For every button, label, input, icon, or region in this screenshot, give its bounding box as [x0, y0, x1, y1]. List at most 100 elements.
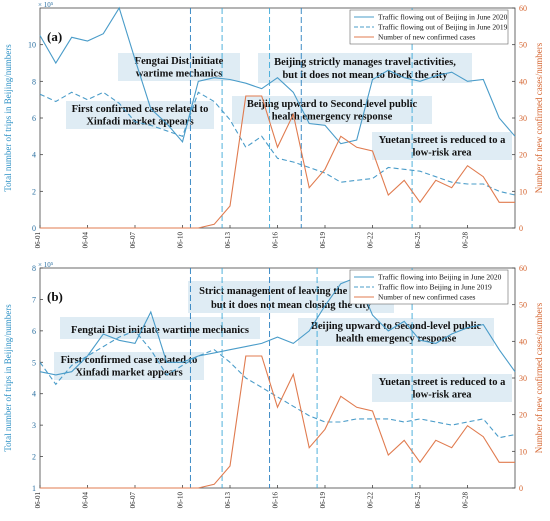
y-tick-label: 2	[32, 187, 36, 196]
annotation-text: Xinfadi market appears	[86, 116, 193, 127]
x-tick-label: 06-10	[177, 492, 185, 509]
y-right-tick-label: 10	[519, 447, 527, 456]
y-right-tick-label: 20	[519, 411, 527, 420]
annotation-box	[258, 53, 472, 83]
legend: Traffic flowing out of Beijing in June 2…	[349, 9, 509, 45]
y-right-tick-label: 10	[519, 187, 527, 196]
annotation-box	[118, 53, 240, 81]
annotation-text: First confirmed case related to	[61, 355, 198, 366]
y-tick-label: 6	[32, 327, 36, 336]
annotation-text: Xinfadi market appears	[75, 367, 182, 378]
series-line	[39, 276, 516, 376]
annotation-text: but it does not mean to block the city	[282, 70, 448, 81]
annotation-text: Fengtai Dist initiate	[135, 56, 224, 67]
y-right-tick-label: 20	[519, 151, 527, 160]
y-tick-label: 2	[32, 453, 36, 462]
annotation-text: but it does not mean closing the city	[211, 300, 372, 311]
legend-box	[349, 9, 509, 45]
annotation-text: wartime mechanics	[136, 68, 223, 79]
x-tick-label: 06-01	[34, 232, 42, 249]
y-tick-label: 0	[32, 224, 36, 233]
annotation-text: low-risk area	[412, 389, 472, 400]
y-right-tick-label: 40	[519, 77, 527, 86]
y-axis-title: Total number of trips in Beijing/numbers	[3, 304, 13, 452]
x-tick-label: 06-01	[34, 492, 42, 509]
annotation-text: health emergency response	[336, 333, 457, 344]
annotation-text: Strict management of leaving the capital…	[199, 286, 383, 297]
x-tick-label: 06-16	[272, 492, 280, 509]
y-tick-label: 3	[32, 421, 36, 430]
series-line	[39, 6, 516, 145]
x-tick-label: 06-19	[319, 232, 327, 249]
y-tick-label: 7	[32, 295, 36, 304]
annotation-box	[372, 374, 512, 402]
x-tick-label: 06-25	[414, 232, 422, 249]
y-tick-label: 1	[32, 484, 36, 493]
series-line	[39, 91, 516, 196]
x-tick-label: 06-13	[224, 492, 232, 509]
legend-entry: Traffic flowing into Beijing in June 202…	[378, 273, 502, 282]
y-right-tick-label: 40	[519, 337, 527, 346]
y-tick-label: 4	[32, 151, 36, 160]
y-right-tick-label: 30	[519, 374, 527, 383]
legend-entry: Traffic flow into Beijing in June 2019	[378, 283, 492, 292]
y-tick-label: 6	[32, 114, 36, 123]
annotation-text: low-risk area	[412, 147, 472, 158]
y-right-tick-label: 50	[519, 301, 527, 310]
x-tick-label: 06-13	[224, 232, 232, 249]
y-tick-label: 5	[32, 358, 36, 367]
y-right-axis-title: Number of new confirmed cases/numbers	[534, 302, 544, 453]
annotation-box	[60, 317, 260, 339]
annotation-box	[298, 318, 494, 346]
annotation-text: Beijing strictly manages travel activiti…	[274, 57, 456, 68]
y-right-tick-label: 60	[519, 264, 527, 273]
legend-entry: Number of new confirmed cases	[378, 293, 476, 302]
x-tick-label: 06-25	[414, 492, 422, 509]
legend-box	[349, 269, 509, 305]
x-tick-label: 06-22	[367, 492, 375, 509]
series-line	[40, 95, 515, 229]
series-line	[39, 330, 516, 439]
y-exponent-label: × 10⁵	[38, 261, 54, 269]
annotation-text: Beijing upward to Second-level public	[247, 99, 418, 110]
y-axis-title: Total number of trips in Beijing/numbers	[3, 44, 13, 192]
series-line	[40, 355, 515, 489]
y-tick-label: 8	[32, 77, 36, 86]
annotation-text: Yuetan street is reduced to a	[379, 135, 506, 146]
chart-panel: Strict management of leaving the capital…	[3, 261, 544, 508]
x-tick-label: 06-28	[462, 492, 470, 509]
x-tick-label: 06-28	[462, 232, 470, 249]
annotation: Beijing upward to Second-level publichea…	[298, 318, 494, 346]
annotation: Beijing strictly manages travel activiti…	[258, 53, 472, 83]
x-tick-label: 06-22	[367, 232, 375, 249]
x-tick-label: 06-04	[82, 492, 90, 509]
x-tick-label: 06-07	[129, 492, 137, 509]
panel-label: (a)	[47, 29, 62, 44]
annotation-text: First confirmed case related to	[72, 104, 209, 115]
annotation-box	[232, 96, 432, 124]
x-tick-label: 06-07	[129, 232, 137, 249]
y-right-tick-label: 50	[519, 41, 527, 50]
annotation: Beijing upward to Second-level publichea…	[232, 96, 432, 124]
y-right-tick-label: 30	[519, 114, 527, 123]
y-right-axis-title: Number of new confirmed cases/numbers	[534, 42, 544, 193]
annotation-text: health emergency response	[272, 111, 393, 122]
annotation: Fengtai Dist initiate wartime mechanics	[60, 317, 260, 339]
panel-label: (b)	[47, 289, 63, 304]
x-tick-label: 06-04	[82, 232, 90, 249]
y-tick-label: 10	[28, 41, 36, 50]
annotation-text: Yuetan street is reduced to a	[379, 377, 506, 388]
legend: Traffic flowing into Beijing in June 202…	[349, 269, 509, 305]
annotation-box	[372, 132, 512, 160]
x-tick-label: 06-19	[319, 492, 327, 509]
legend-entry: Traffic flowing out of Beijing in June 2…	[378, 23, 508, 32]
y-right-tick-label: 0	[519, 484, 523, 493]
legend-entry: Number of new confirmed cases	[378, 33, 476, 42]
annotation-box	[54, 352, 204, 380]
y-tick-label: 4	[32, 390, 36, 399]
y-right-tick-label: 60	[519, 4, 527, 13]
